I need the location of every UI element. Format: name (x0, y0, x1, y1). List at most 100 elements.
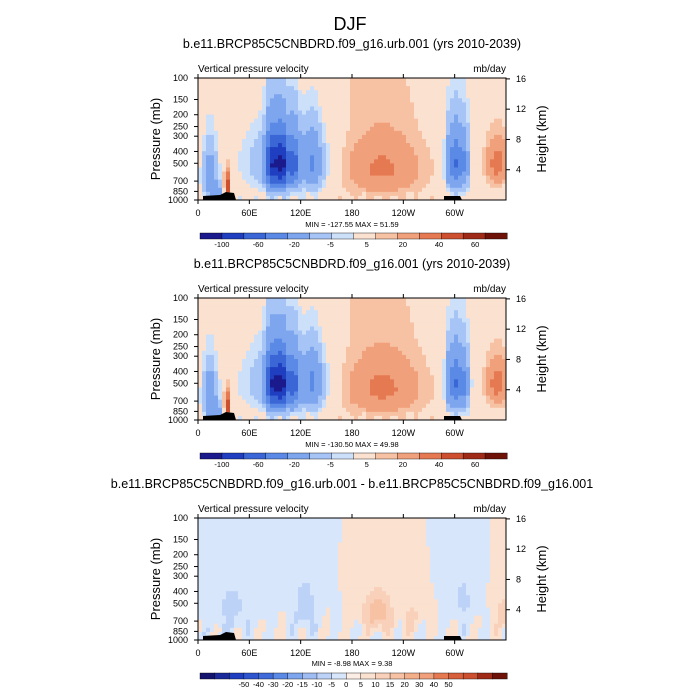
heatmap-cell (238, 350, 243, 356)
heatmap-cell (198, 322, 203, 327)
heatmap-cell (390, 175, 395, 181)
heatmap-cell (218, 302, 223, 307)
heatmap-cell (494, 130, 499, 136)
heatmap-cell (382, 395, 387, 401)
heatmap-cell (342, 338, 347, 344)
heatmap-cell (450, 114, 455, 120)
heatmap-cell (390, 415, 395, 421)
panel-right-label: mb/day (473, 64, 506, 75)
heatmap-cell (346, 363, 351, 368)
heatmap-cell (202, 395, 207, 401)
heatmap-cell (342, 118, 347, 124)
heatmap-cell (418, 298, 423, 303)
heatmap-cell (478, 86, 483, 91)
heatmap-cell (350, 151, 355, 156)
heatmap-cell (378, 522, 383, 527)
heatmap-cell (402, 411, 407, 417)
heatmap-cell (498, 314, 503, 319)
heatmap-cell (374, 342, 379, 348)
heatmap-cell (378, 102, 383, 107)
heatmap-cell (246, 522, 251, 527)
heatmap-cell (238, 159, 243, 164)
heatmap-cell (410, 187, 415, 193)
heatmap-cell (306, 314, 311, 319)
heatmap-cell (294, 78, 299, 83)
heatmap-cell (234, 82, 239, 87)
heatmap-cell (346, 139, 351, 144)
heatmap-cell (394, 403, 399, 409)
heatmap-cell (222, 387, 227, 392)
heatmap-cell (330, 86, 335, 91)
heatmap-cell (382, 163, 387, 168)
heatmap-cell (482, 134, 487, 140)
heatmap-cell (446, 98, 451, 103)
heatmap-cell (342, 102, 347, 107)
heatmap-cell (478, 318, 483, 323)
heatmap-cell (338, 159, 343, 164)
heatmap-cell (418, 375, 423, 380)
heatmap-cell (478, 94, 483, 99)
heatmap-cell (202, 518, 207, 523)
heatmap-cell (282, 143, 287, 148)
heatmap-cell (238, 191, 243, 197)
heatmap-cell (422, 183, 427, 189)
heatmap-cell (318, 522, 323, 527)
heatmap-cell (454, 114, 459, 120)
heatmap-cell (210, 371, 215, 376)
heatmap-cell (402, 338, 407, 344)
heatmap-cell (330, 114, 335, 120)
heatmap-cell (450, 126, 455, 132)
heatmap-cell (446, 314, 451, 319)
heatmap-cell (378, 338, 383, 344)
heatmap-cell (410, 151, 415, 156)
heatmap-cell (402, 191, 407, 197)
heatmap-cell (398, 86, 403, 91)
heatmap-cell (450, 367, 455, 372)
heatmap-cell (226, 98, 231, 103)
heatmap-cell (234, 94, 239, 99)
heatmap-cell (458, 387, 463, 392)
heatmap-cell (238, 526, 243, 531)
heatmap-cell (410, 330, 415, 335)
heatmap-cell (362, 163, 367, 168)
heatmap-cell (334, 399, 339, 405)
heatmap-cell (422, 151, 427, 156)
heatmap-cell (214, 106, 219, 111)
heatmap-cell (230, 387, 235, 392)
heatmap-cell (422, 334, 427, 340)
heatmap-cell (318, 415, 323, 421)
heatmap-cell (366, 94, 371, 99)
heatmap-cell (246, 195, 251, 201)
heatmap-cell (462, 98, 467, 103)
heatmap-cell (398, 407, 403, 413)
heatmap-cell (414, 171, 419, 176)
heatmap-cell (274, 326, 279, 331)
heatmap-cell (198, 155, 203, 160)
heatmap-cell (226, 395, 231, 401)
heatmap-cell (422, 171, 427, 176)
heatmap-cell (262, 375, 267, 380)
heatmap-cell (210, 302, 215, 307)
heatmap-cell (226, 147, 231, 152)
heatmap-cell (290, 407, 295, 413)
heatmap-cell (270, 391, 275, 396)
heatmap-cell (258, 518, 263, 523)
heatmap-cell (314, 110, 319, 115)
heatmap-cell (434, 306, 439, 311)
heatmap-cell (202, 387, 207, 392)
heatmap-cell (470, 407, 475, 413)
heatmap-cell (358, 159, 363, 164)
heatmap-cell (466, 179, 471, 185)
heatmap-cell (246, 346, 251, 352)
heatmap-cell (330, 183, 335, 189)
heatmap-cell (254, 363, 259, 368)
heatmap-cell (262, 187, 267, 193)
heatmap-cell (498, 179, 503, 185)
heatmap-cell (394, 167, 399, 172)
heatmap-cell (286, 134, 291, 140)
heatmap-cell (218, 306, 223, 311)
heatmap-cell (502, 130, 507, 136)
heatmap-cell (410, 171, 415, 176)
heatmap-cell (434, 118, 439, 124)
heatmap-cell (490, 354, 495, 360)
